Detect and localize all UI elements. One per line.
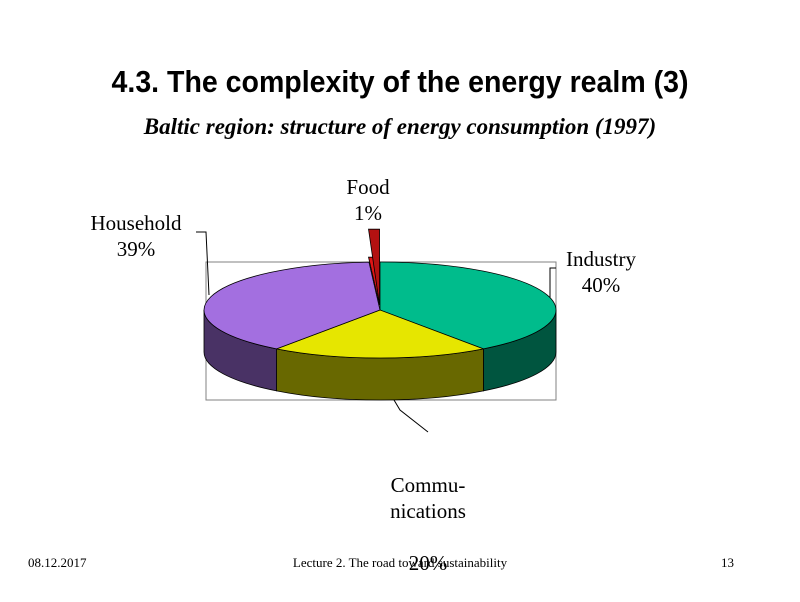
label-communications-value: 20% [408,551,448,575]
chart-subtitle: Baltic region: structure of energy consu… [143,114,657,139]
footer-date: 08.12.2017 [28,555,87,570]
pie-slice-industry [379,261,557,350]
label-industry-name: Industry [566,247,636,271]
pie-side-walls [203,309,557,401]
label-household-name: Household [90,211,182,235]
leader-line-household [196,231,210,296]
leader-line-industry [549,267,556,300]
label-communications-name: Commu- nications [390,473,466,523]
slide-title: 4.3. The complexity of the energy realm … [111,64,689,99]
label-industry: Industry 40% [556,246,646,298]
footer-lecture: Lecture 2. The road toward sustainabilit… [292,555,508,570]
footer-page-number: 13 [721,555,734,570]
label-food-name: Food [346,175,390,199]
pie-slices [203,228,557,401]
label-household-value: 39% [116,237,156,261]
label-household: Household 39% [78,210,194,262]
pie-slice-household [203,261,381,350]
label-industry-value: 40% [581,273,621,297]
label-food-value: 1% [354,201,382,225]
pie-slice-communications [275,309,485,359]
label-communications: Commu- nications 20% [368,446,488,602]
label-food: Food 1% [328,174,408,226]
pie-slice-food-raised [368,228,380,306]
